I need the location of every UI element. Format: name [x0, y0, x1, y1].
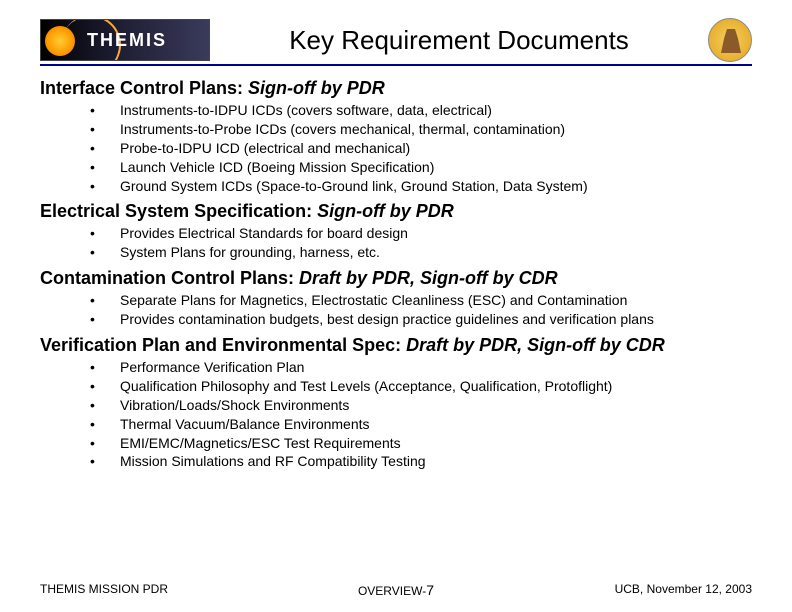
- heading-plain: Interface Control Plans:: [40, 78, 248, 98]
- footer-right: UCB, November 12, 2003: [615, 582, 752, 596]
- slide-header: THEMIS Key Requirement Documents: [40, 18, 752, 66]
- list-item: Instruments-to-IDPU ICDs (covers softwar…: [120, 101, 752, 120]
- heading-italic: Draft by PDR, Sign-off by CDR: [299, 268, 558, 288]
- heading-plain: Contamination Control Plans:: [40, 268, 299, 288]
- list-item: Separate Plans for Magnetics, Electrosta…: [120, 291, 752, 310]
- list-item: Vibration/Loads/Shock Environments: [120, 396, 752, 415]
- list-item: Launch Vehicle ICD (Boeing Mission Speci…: [120, 158, 752, 177]
- list-item: Qualification Philosophy and Test Levels…: [120, 377, 752, 396]
- slide-footer: THEMIS MISSION PDR OVERVIEW-7 UCB, Novem…: [40, 582, 752, 596]
- bullet-list: Provides Electrical Standards for board …: [40, 224, 752, 262]
- section-heading: Verification Plan and Environmental Spec…: [40, 335, 752, 356]
- heading-italic: Sign-off by PDR: [317, 201, 454, 221]
- list-item: Provides contamination budgets, best des…: [120, 310, 752, 329]
- heading-plain: Verification Plan and Environmental Spec…: [40, 335, 406, 355]
- mission-seal-icon: [708, 18, 752, 62]
- bullet-list: Instruments-to-IDPU ICDs (covers softwar…: [40, 101, 752, 195]
- bullet-list: Separate Plans for Magnetics, Electrosta…: [40, 291, 752, 329]
- bullet-list: Performance Verification PlanQualificati…: [40, 358, 752, 471]
- list-item: EMI/EMC/Magnetics/ESC Test Requirements: [120, 434, 752, 453]
- heading-italic: Draft by PDR, Sign-off by CDR: [406, 335, 665, 355]
- list-item: Probe-to-IDPU ICD (electrical and mechan…: [120, 139, 752, 158]
- heading-italic: Sign-off by PDR: [248, 78, 385, 98]
- heading-plain: Electrical System Specification:: [40, 201, 317, 221]
- list-item: Ground System ICDs (Space-to-Ground link…: [120, 177, 752, 196]
- section-heading: Interface Control Plans: Sign-off by PDR: [40, 78, 752, 99]
- section: Verification Plan and Environmental Spec…: [40, 335, 752, 471]
- list-item: System Plans for grounding, harness, etc…: [120, 243, 752, 262]
- footer-page-number: 7: [426, 582, 434, 598]
- list-item: Mission Simulations and RF Compatibility…: [120, 452, 752, 471]
- list-item: Provides Electrical Standards for board …: [120, 224, 752, 243]
- themis-logo: THEMIS: [40, 19, 210, 61]
- section-heading: Contamination Control Plans: Draft by PD…: [40, 268, 752, 289]
- section: Contamination Control Plans: Draft by PD…: [40, 268, 752, 329]
- list-item: Thermal Vacuum/Balance Environments: [120, 415, 752, 434]
- content-body: Interface Control Plans: Sign-off by PDR…: [40, 78, 752, 471]
- section-heading: Electrical System Specification: Sign-of…: [40, 201, 752, 222]
- list-item: Instruments-to-Probe ICDs (covers mechan…: [120, 120, 752, 139]
- footer-left: THEMIS MISSION PDR: [40, 582, 168, 596]
- section: Interface Control Plans: Sign-off by PDR…: [40, 78, 752, 195]
- section: Electrical System Specification: Sign-of…: [40, 201, 752, 262]
- list-item: Performance Verification Plan: [120, 358, 752, 377]
- footer-center-prefix: OVERVIEW-: [358, 584, 426, 598]
- logo-text: THEMIS: [87, 30, 167, 51]
- page-title: Key Requirement Documents: [210, 25, 708, 56]
